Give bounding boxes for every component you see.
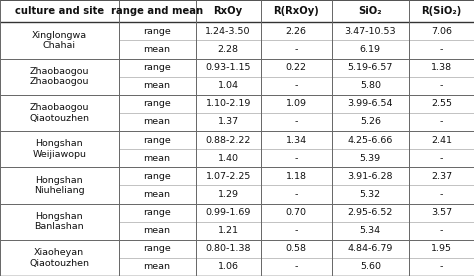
Text: Hongshan
Weijiawopu: Hongshan Weijiawopu bbox=[32, 139, 86, 159]
Text: 5.60: 5.60 bbox=[360, 262, 381, 271]
Text: 4.25-6.66: 4.25-6.66 bbox=[347, 136, 393, 145]
Text: 5.32: 5.32 bbox=[360, 190, 381, 199]
Text: range: range bbox=[143, 172, 171, 181]
Text: 6.19: 6.19 bbox=[360, 45, 381, 54]
Text: 1.38: 1.38 bbox=[431, 63, 452, 72]
Text: -: - bbox=[440, 226, 443, 235]
Text: 2.55: 2.55 bbox=[431, 99, 452, 108]
Text: range: range bbox=[143, 244, 171, 253]
Text: 1.21: 1.21 bbox=[218, 226, 238, 235]
Text: 0.80-1.38: 0.80-1.38 bbox=[205, 244, 251, 253]
Text: range: range bbox=[143, 208, 171, 217]
Text: Xinglongwa
Chahai: Xinglongwa Chahai bbox=[32, 31, 87, 50]
Text: 1.29: 1.29 bbox=[218, 190, 238, 199]
Text: 5.39: 5.39 bbox=[360, 154, 381, 163]
Text: Xiaoheyan
Qiaotouzhen: Xiaoheyan Qiaotouzhen bbox=[29, 248, 89, 267]
Text: -: - bbox=[294, 262, 298, 271]
Text: -: - bbox=[440, 118, 443, 126]
Text: 2.95-6.52: 2.95-6.52 bbox=[347, 208, 393, 217]
Text: 5.34: 5.34 bbox=[360, 226, 381, 235]
Text: 7.06: 7.06 bbox=[431, 27, 452, 36]
Text: mean: mean bbox=[144, 262, 171, 271]
Text: mean: mean bbox=[144, 45, 171, 54]
Text: Zhaobaogou
Zhaobaogou: Zhaobaogou Zhaobaogou bbox=[29, 67, 89, 86]
Text: 1.95: 1.95 bbox=[431, 244, 452, 253]
Text: 3.91-6.28: 3.91-6.28 bbox=[347, 172, 393, 181]
Text: 1.24-3.50: 1.24-3.50 bbox=[205, 27, 251, 36]
Text: 1.09: 1.09 bbox=[286, 99, 307, 108]
Text: 2.37: 2.37 bbox=[431, 172, 452, 181]
Text: 1.18: 1.18 bbox=[286, 172, 307, 181]
Text: mean: mean bbox=[144, 118, 171, 126]
Text: 0.70: 0.70 bbox=[286, 208, 307, 217]
Text: -: - bbox=[294, 190, 298, 199]
Text: 4.84-6.79: 4.84-6.79 bbox=[347, 244, 393, 253]
Text: -: - bbox=[440, 154, 443, 163]
Text: 2.26: 2.26 bbox=[286, 27, 307, 36]
Text: mean: mean bbox=[144, 154, 171, 163]
Text: -: - bbox=[440, 81, 443, 90]
Text: 1.06: 1.06 bbox=[218, 262, 238, 271]
Text: mean: mean bbox=[144, 81, 171, 90]
Text: 3.99-6.54: 3.99-6.54 bbox=[347, 99, 393, 108]
Text: 5.19-6.57: 5.19-6.57 bbox=[347, 63, 393, 72]
Text: 1.04: 1.04 bbox=[218, 81, 238, 90]
Text: Hongshan
Niuheliang: Hongshan Niuheliang bbox=[34, 176, 84, 195]
Text: Zhaobaogou
Qiaotouzhen: Zhaobaogou Qiaotouzhen bbox=[29, 103, 89, 123]
Text: range: range bbox=[143, 99, 171, 108]
Text: -: - bbox=[440, 190, 443, 199]
Text: -: - bbox=[294, 45, 298, 54]
Text: range: range bbox=[143, 63, 171, 72]
Text: R(SiO₂): R(SiO₂) bbox=[421, 6, 462, 16]
Text: culture and site: culture and site bbox=[15, 6, 104, 16]
Text: mean: mean bbox=[144, 190, 171, 199]
Text: range and mean: range and mean bbox=[111, 6, 203, 16]
Text: 0.58: 0.58 bbox=[286, 244, 307, 253]
Text: 2.41: 2.41 bbox=[431, 136, 452, 145]
Text: 1.10-2.19: 1.10-2.19 bbox=[205, 99, 251, 108]
Text: 1.40: 1.40 bbox=[218, 154, 238, 163]
Text: -: - bbox=[440, 45, 443, 54]
Text: -: - bbox=[294, 118, 298, 126]
Text: -: - bbox=[440, 262, 443, 271]
Text: range: range bbox=[143, 136, 171, 145]
Text: 3.47-10.53: 3.47-10.53 bbox=[345, 27, 396, 36]
Text: Hongshan
Banlashan: Hongshan Banlashan bbox=[35, 212, 84, 231]
Text: 0.93-1.15: 0.93-1.15 bbox=[205, 63, 251, 72]
Text: range: range bbox=[143, 27, 171, 36]
Text: 5.80: 5.80 bbox=[360, 81, 381, 90]
Text: 0.99-1.69: 0.99-1.69 bbox=[205, 208, 251, 217]
Text: R(RxOy): R(RxOy) bbox=[273, 6, 319, 16]
Text: 2.28: 2.28 bbox=[218, 45, 238, 54]
Text: 3.57: 3.57 bbox=[431, 208, 452, 217]
Text: 5.26: 5.26 bbox=[360, 118, 381, 126]
Text: RxOy: RxOy bbox=[214, 6, 243, 16]
Text: -: - bbox=[294, 226, 298, 235]
Text: 0.88-2.22: 0.88-2.22 bbox=[205, 136, 251, 145]
Text: 0.22: 0.22 bbox=[286, 63, 307, 72]
Text: mean: mean bbox=[144, 226, 171, 235]
Text: -: - bbox=[294, 154, 298, 163]
Text: -: - bbox=[294, 81, 298, 90]
Text: 1.34: 1.34 bbox=[286, 136, 307, 145]
Text: SiO₂: SiO₂ bbox=[358, 6, 382, 16]
Text: 1.07-2.25: 1.07-2.25 bbox=[205, 172, 251, 181]
Text: 1.37: 1.37 bbox=[218, 118, 239, 126]
